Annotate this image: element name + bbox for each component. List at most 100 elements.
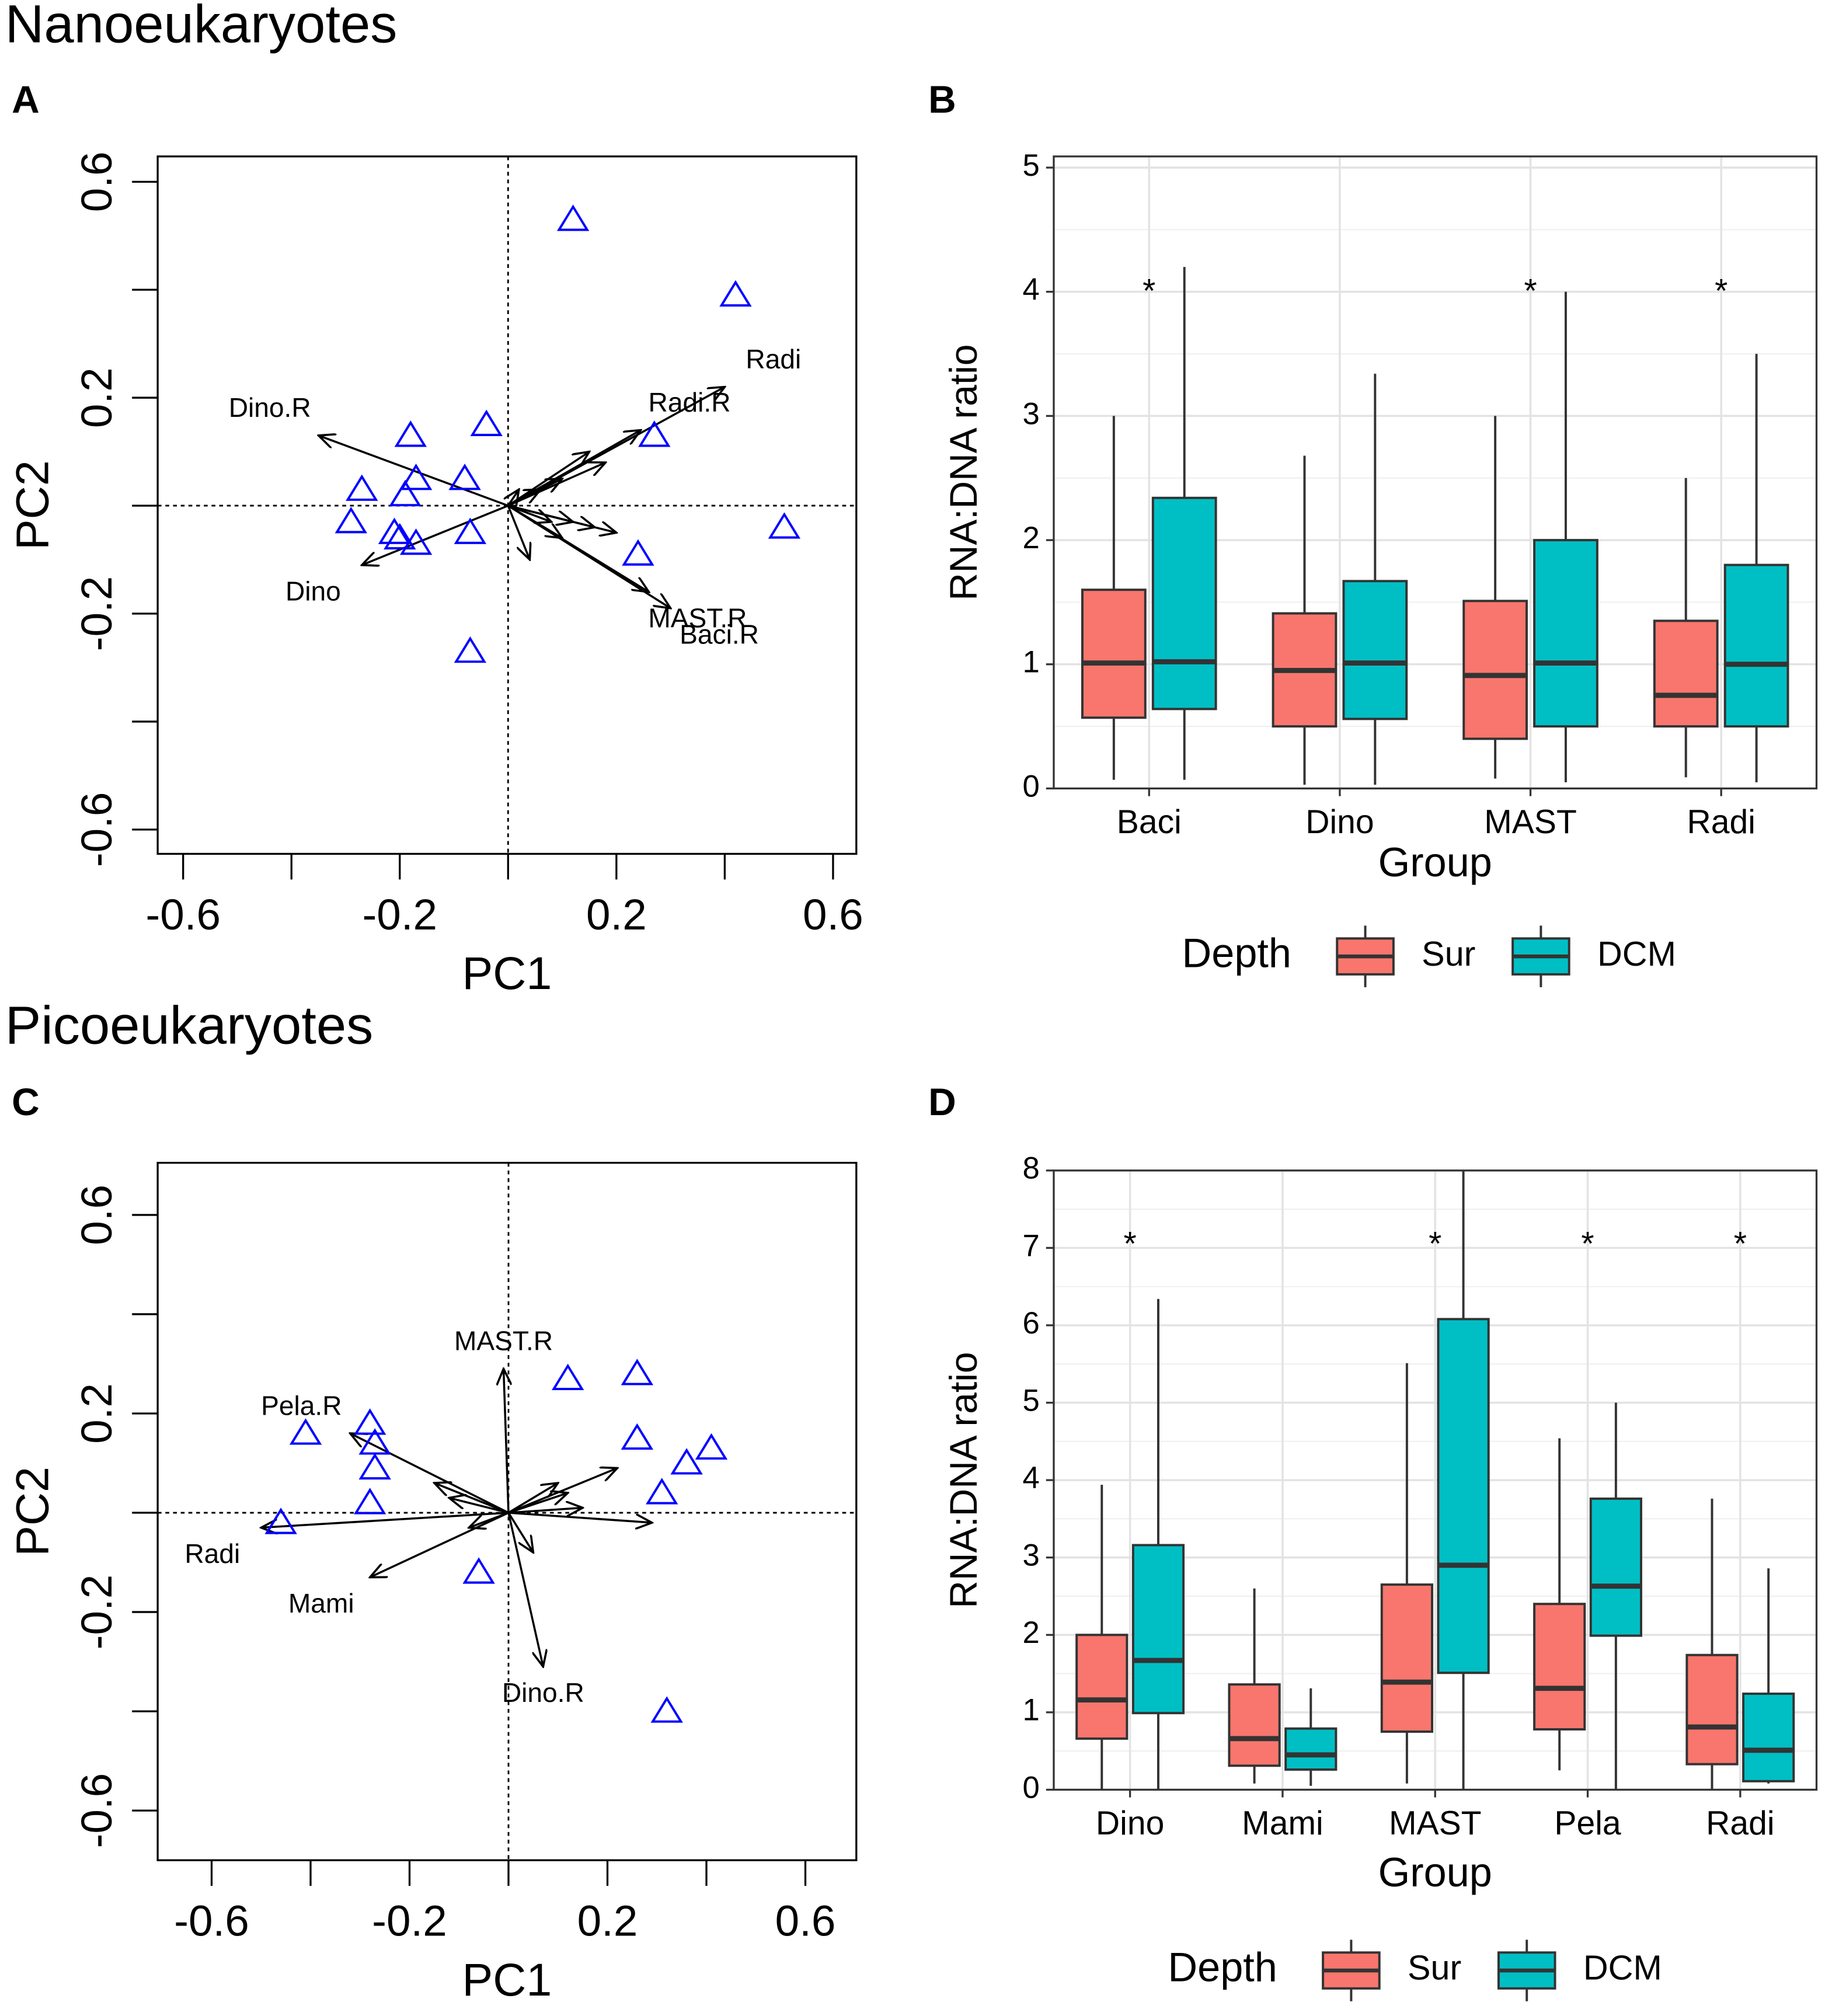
legend-label: DCM [1597, 934, 1676, 973]
loading-arrow [350, 1433, 509, 1514]
section-heading: Nanoeukaryotes [5, 0, 398, 54]
box [1342, 580, 1408, 720]
point [621, 1423, 654, 1450]
y-tick-label: 6 [1023, 1306, 1040, 1340]
loading-arrow [469, 1512, 509, 1528]
panel-border [1053, 155, 1818, 790]
x-tick-label: MAST [1484, 803, 1577, 841]
box [1284, 1727, 1338, 1771]
point [399, 464, 433, 490]
loading-arrow [504, 1369, 508, 1513]
loading-arrow [508, 1508, 583, 1513]
loading-arrow [507, 504, 617, 532]
y-tick-label: 2 [1023, 1615, 1040, 1650]
point [454, 636, 487, 663]
box [1462, 600, 1528, 740]
point [695, 1433, 728, 1460]
point [768, 512, 801, 539]
point [670, 1448, 703, 1475]
x-tick-label: -0.2 [372, 1896, 447, 1945]
x-tick-label: 0.6 [803, 890, 863, 939]
box [1533, 539, 1598, 728]
significance-mark: * [1524, 272, 1537, 309]
x-tick-label: Dino [1305, 803, 1374, 841]
arrow-label: Dino.R [502, 1677, 584, 1708]
loading-arrow [507, 504, 562, 538]
loading-arrow [507, 1512, 543, 1667]
y-tick-label: 5 [1023, 148, 1040, 183]
y-tick-label: 4 [1023, 273, 1040, 307]
arrow-label: Radi [746, 344, 801, 374]
y-tick-label: 0.6 [72, 151, 121, 212]
y-axis-title: RNA:DNA ratio [942, 1352, 985, 1608]
point [264, 1507, 297, 1534]
significance-mark: * [1124, 1225, 1137, 1263]
loading-arrow [508, 1512, 652, 1523]
y-tick-label: 3 [1023, 1538, 1040, 1573]
y-tick-label: 3 [1023, 396, 1040, 431]
x-tick-label: -0.2 [362, 890, 437, 939]
x-tick-label: 0.2 [577, 1896, 638, 1945]
y-tick-label: 0.2 [72, 367, 121, 428]
point [621, 1359, 654, 1385]
box [1533, 1603, 1586, 1731]
point [646, 1478, 678, 1505]
panel-label: B [928, 78, 956, 121]
panel-border [1053, 1169, 1818, 1791]
point [399, 528, 433, 555]
box [1380, 1583, 1433, 1733]
y-axis-title: PC2 [6, 460, 58, 550]
loading-arrow [507, 1512, 533, 1552]
point [354, 1488, 386, 1514]
point [462, 1557, 495, 1584]
y-tick-label: -0.6 [72, 1773, 121, 1848]
point [470, 409, 503, 436]
x-tick-label: -0.6 [145, 890, 221, 939]
loading-arrow [507, 452, 589, 507]
arrow-label: Radi.R [649, 387, 731, 417]
point [719, 280, 752, 307]
box [1151, 496, 1217, 711]
point [622, 539, 654, 566]
box [1081, 589, 1147, 719]
point [354, 1408, 386, 1435]
x-tick-label: Radi [1706, 1805, 1774, 1842]
y-tick-label: -0.2 [72, 1575, 121, 1650]
significance-mark: * [1734, 1225, 1747, 1263]
y-tick-label: -0.6 [72, 792, 121, 868]
x-tick-label: 0.6 [775, 1896, 836, 1945]
loading-arrow [507, 505, 530, 559]
point [289, 1418, 322, 1445]
section-heading: Picoeukaryotes [5, 995, 373, 1056]
point [358, 1453, 391, 1480]
x-tick-label: Radi [1687, 803, 1755, 841]
box [1437, 1318, 1490, 1674]
legend-label: Sur [1422, 934, 1475, 973]
panel-label: C [12, 1080, 40, 1123]
y-tick-label: 1 [1023, 1693, 1040, 1728]
legend-title: Depth [1182, 930, 1291, 976]
x-tick-label: Dino [1096, 1805, 1164, 1842]
box [1075, 1634, 1129, 1740]
x-tick-label: Pela [1554, 1805, 1621, 1842]
point [552, 1363, 584, 1391]
point [454, 517, 487, 544]
box [1228, 1683, 1281, 1767]
significance-mark: * [1581, 1225, 1594, 1263]
legend-label: DCM [1583, 1948, 1662, 1987]
loading-arrow [449, 1498, 509, 1514]
x-axis-title: Group [1378, 839, 1492, 885]
arrow-label: Baci.R [680, 619, 759, 649]
box [1131, 1544, 1185, 1715]
point [378, 517, 411, 544]
x-tick-label: -0.6 [174, 1896, 249, 1945]
box [1589, 1497, 1642, 1637]
plot-frame [156, 1161, 858, 1861]
arrow-label: Radi [184, 1538, 240, 1569]
point [384, 523, 416, 550]
arrow-label: MAST.R [454, 1326, 553, 1356]
loading-arrow [508, 489, 519, 506]
box [1653, 619, 1719, 728]
significance-mark: * [1715, 272, 1727, 309]
